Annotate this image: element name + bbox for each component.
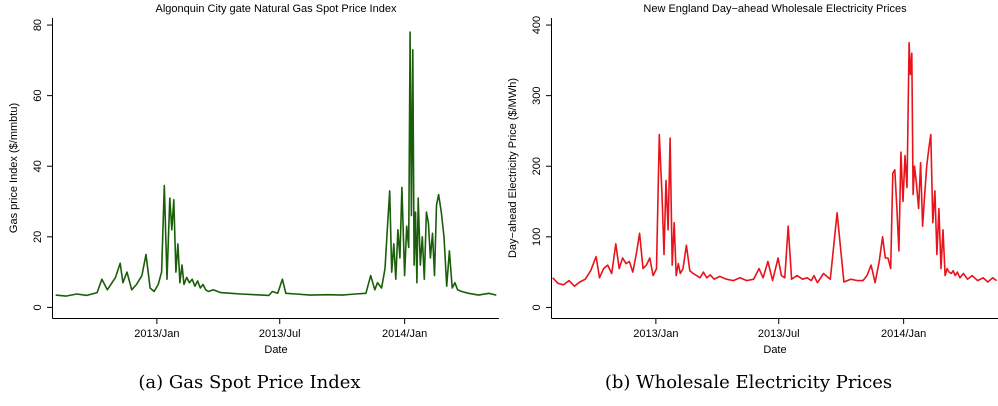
gas-price-y-tick-label: 60 — [32, 90, 44, 102]
electricity-price-y-axis-label: Day−ahead Electricity Price ($/MWh) — [507, 78, 519, 258]
electricity-price-chart-title: New England Day−ahead Wholesale Electric… — [643, 3, 907, 15]
gas-price-x-tick-label: 2014/Jan — [382, 328, 427, 340]
gas-price-y-tick-label: 40 — [32, 160, 44, 172]
gas-price-series-line — [55, 31, 497, 297]
electricity-price-x-tick-label: 2013/Jan — [633, 328, 678, 340]
electricity-price-series-line — [552, 41, 998, 287]
electricity-price-y-tick-label: 200 — [531, 157, 543, 175]
electricity-price-chart: New England Day−ahead Wholesale Electric… — [507, 3, 998, 356]
electricity-price-y-tick-label: 100 — [531, 228, 543, 246]
electricity-price-panel: New England Day−ahead Wholesale Electric… — [499, 0, 998, 406]
gas-price-x-tick-label: 2013/Jan — [134, 328, 179, 340]
gas-price-y-axis-label: Gas price Index ($/mmbtu) — [8, 103, 20, 233]
gas-price-y-tick-label: 0 — [32, 304, 44, 310]
electricity-price-y-tick-label: 0 — [531, 304, 543, 310]
gas-price-chart: Algonquin City gate Natural Gas Spot Pri… — [8, 3, 499, 356]
electricity-price-x-tick-label: 2013/Jul — [758, 328, 800, 340]
gas-price-caption: (a) Gas Spot Price Index — [138, 372, 361, 393]
gas-price-y-tick-label: 20 — [32, 231, 44, 243]
gas-price-chart-title: Algonquin City gate Natural Gas Spot Pri… — [156, 3, 397, 15]
gas-price-y-tick-label: 80 — [32, 19, 44, 31]
electricity-price-y-tick-label: 400 — [531, 16, 543, 34]
electricity-price-x-tick-label: 2014/Jan — [881, 328, 926, 340]
electricity-price-caption: (b) Wholesale Electricity Prices — [604, 372, 893, 393]
electricity-price-y-tick-label: 300 — [531, 86, 543, 104]
gas-price-x-tick-label: 2013/Jul — [259, 328, 301, 340]
gas-price-panel: Algonquin City gate Natural Gas Spot Pri… — [8, 3, 499, 393]
gas-price-x-axis-label: Date — [264, 344, 287, 356]
electricity-price-x-axis-label: Date — [763, 344, 786, 356]
